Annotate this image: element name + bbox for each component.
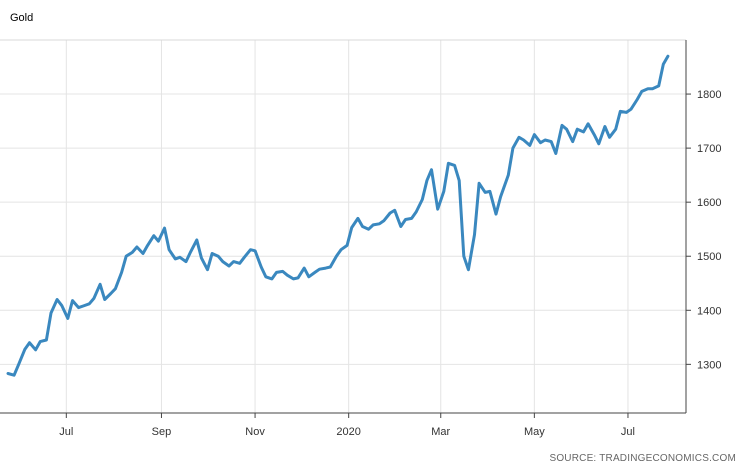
source-label: SOURCE: TRADINGECONOMICS.COM [549,453,736,464]
horizontal-gridlines [0,93,686,365]
chart-title: Gold [10,12,34,24]
x-tick-label: Mar [431,426,450,438]
x-tick-label: Nov [245,426,265,438]
y-tick-label: 1500 [697,251,721,263]
series-group [6,54,670,377]
x-tick-label: May [524,426,545,438]
y-tick-label: 1800 [697,89,721,101]
y-tick-label: 1600 [697,197,721,209]
vertical-gridlines [65,40,629,413]
x-tick-label: Jul [621,426,635,438]
y-axis-ticks: 1300 1400 1500 1600 1700 1800 [686,89,721,371]
y-tick-label: 1300 [697,359,721,371]
x-axis-ticks: Jul Sep Nov 2020 Mar May Jul [59,413,635,438]
y-tick-label: 1400 [697,305,721,317]
x-tick-label: 2020 [336,426,360,438]
x-tick-label: Jul [59,426,73,438]
x-tick-label: Sep [152,426,172,438]
gold-price-line [6,54,670,377]
y-tick-label: 1700 [697,143,721,155]
